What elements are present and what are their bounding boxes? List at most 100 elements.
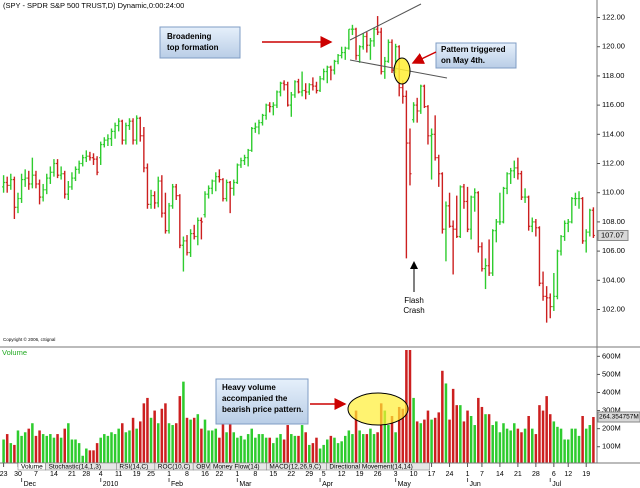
volume-bar [383, 410, 387, 463]
volume-bar [505, 428, 509, 463]
volume-bar [156, 423, 160, 463]
volume-label: Volume [2, 348, 27, 357]
volume-bar [538, 405, 541, 463]
volume-bar [477, 397, 480, 463]
y-tick-label: 118.00 [602, 71, 624, 80]
x-tick-label: 21 [68, 471, 76, 478]
x-tick-label: 14 [496, 471, 504, 478]
volume-bar [56, 434, 59, 463]
volume-bar [81, 455, 84, 463]
volume-bar [581, 415, 584, 463]
volume-bar [455, 405, 458, 463]
volume-bar [117, 428, 120, 463]
volume-bar [218, 437, 221, 463]
volume-bar [401, 408, 405, 463]
volume-bar [174, 423, 178, 463]
copyright: Copyright © 2006, cSignal [3, 336, 55, 342]
volume-bar [164, 403, 167, 463]
y-tick-label: 120.00 [602, 42, 625, 51]
last-volume-label: 264.354757M [599, 414, 639, 421]
volume-bar [541, 410, 545, 463]
last-volume-box [597, 411, 640, 423]
chart-header: (SPY - SPDR S&P 500 TRUST,D) Dynamic,0:0… [3, 1, 184, 10]
volume-bar [315, 437, 318, 463]
y-tick-label: 114.00 [602, 129, 624, 138]
x-tick-label: 19 [356, 471, 364, 478]
volume-bar [239, 435, 243, 463]
volume-bar [279, 434, 282, 463]
volume-bar [480, 406, 484, 463]
y-tick-label: 112.00 [602, 158, 624, 167]
volume-bar [257, 434, 261, 463]
last-price-box [597, 229, 629, 241]
volume-bar [189, 419, 192, 463]
annotation-box [435, 42, 517, 69]
volume-bar [513, 423, 516, 463]
volume-bar [308, 444, 311, 463]
volume-bar [192, 417, 196, 463]
x-tick-label: 23 [0, 471, 8, 478]
volume-bar [437, 412, 441, 463]
volume-bar [548, 414, 552, 463]
volume-bar [495, 421, 498, 463]
volume-bar [311, 443, 315, 463]
volume-bar [293, 435, 297, 463]
volume-bar [13, 444, 16, 463]
indicator-tab-label[interactable]: ROC(10,C) [158, 464, 191, 471]
annotation-text: Broadening [167, 32, 212, 41]
annotation-text: accompanied the [222, 394, 288, 403]
volume-bar [527, 415, 530, 463]
indicator-tab-label[interactable]: Stochastic(14,1,3) [49, 464, 101, 471]
month-label: 2010 [103, 481, 119, 488]
month-label: Feb [171, 481, 183, 488]
volume-bar [196, 414, 200, 463]
x-tick-label: 8 [253, 471, 257, 478]
volume-bar [16, 430, 20, 463]
volume-bar [264, 437, 268, 463]
trendline-upper [349, 3, 422, 41]
volume-bar [552, 421, 556, 463]
x-tick-label: 21 [514, 471, 522, 478]
x-tick-label: 12 [338, 471, 346, 478]
month-label: Mar [239, 481, 252, 488]
volume-bar [387, 425, 390, 463]
volume-bar [473, 425, 476, 463]
volume-bar [167, 423, 171, 463]
volume-bar [185, 417, 189, 463]
volume-bar [588, 425, 592, 463]
annotation-crash: Flash Crash [403, 261, 425, 315]
x-tick-label: 1 [466, 471, 470, 478]
annotation-box [159, 26, 241, 59]
volume-bar [444, 383, 448, 463]
volume-bar [286, 425, 289, 463]
volume-bar [254, 437, 257, 463]
indicator-tab-label[interactable]: MACD(12,26,9,C) [269, 464, 321, 471]
volume-bar [9, 443, 13, 463]
volume-bar [574, 428, 577, 463]
trigger-highlight [393, 57, 411, 85]
volume-bar [142, 403, 146, 463]
volume-bar [103, 434, 106, 463]
volume-bar [171, 425, 174, 463]
volume-bar [41, 434, 45, 463]
indicator-tab-label[interactable]: Volume [21, 464, 43, 471]
volume-bar [261, 434, 264, 463]
y-tick-label: 108.00 [602, 217, 625, 226]
volume-bar [59, 437, 63, 463]
y-tick-label: 106.00 [602, 246, 625, 255]
indicator-tab-label[interactable]: RSI(14,C) [119, 464, 148, 471]
x-tick-label: 15 [269, 471, 277, 478]
volume-bar [415, 421, 419, 463]
indicator-tab-label[interactable]: OBV [196, 464, 210, 471]
volume-bar [376, 432, 379, 463]
indicator-tab-label[interactable]: Money Flow(14) [213, 464, 260, 471]
volume-bar [412, 397, 415, 463]
volume-bar [74, 439, 77, 463]
x-tick-label: 8 [185, 471, 189, 478]
x-tick-label: 6 [552, 471, 556, 478]
indicator-tab-label[interactable]: Directional Movement(14,14) [329, 464, 412, 471]
volume-bar [329, 435, 333, 463]
volume-bar [203, 419, 207, 463]
month-label: Dec [24, 481, 37, 488]
